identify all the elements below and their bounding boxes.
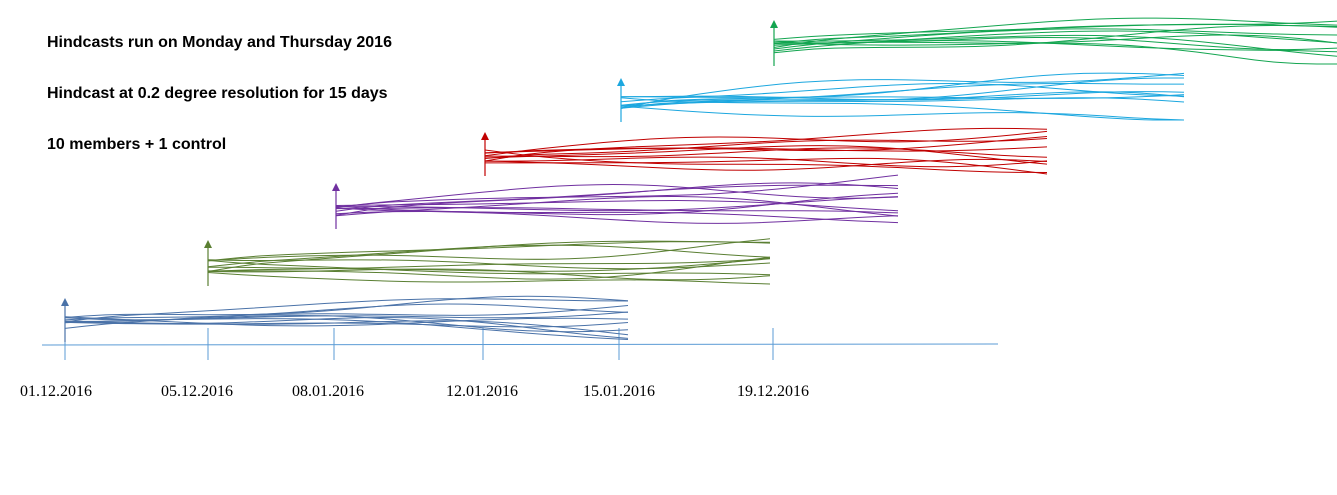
forecast-run — [204, 238, 771, 286]
ensemble-member-line — [335, 184, 899, 208]
timeline-axis — [41, 343, 999, 346]
forecast-run — [481, 127, 1048, 176]
ensemble-member-line — [773, 28, 1337, 50]
ensemble-member-line — [64, 303, 629, 321]
ensemble-member-line — [207, 259, 771, 270]
arrow-head-icon — [481, 132, 489, 140]
ensemble-member-line — [774, 40, 1337, 53]
ensemble-member-line — [620, 97, 1185, 107]
forecast-run — [61, 295, 629, 342]
ensemble-member-line — [484, 136, 1048, 154]
ensemble-member-line — [620, 82, 1184, 109]
ensemble-member-line — [64, 317, 629, 340]
ensemble-member-line — [207, 268, 771, 281]
ensemble-member-line — [336, 207, 899, 214]
ensemble-member-line — [484, 130, 1048, 157]
ensemble-member-line — [484, 147, 1048, 158]
ensemble-member-line — [773, 40, 1337, 65]
ensemble-member-line — [773, 23, 1337, 40]
forecast-run — [770, 17, 1337, 66]
ensemble-member-line — [335, 207, 899, 224]
ensemble-member-line — [207, 259, 771, 276]
arrow-head-icon — [332, 183, 340, 191]
ensemble-member-line — [335, 182, 899, 216]
note-resolution: Hindcast at 0.2 degree resolution for 15… — [47, 85, 388, 102]
arrow-head-icon — [61, 298, 69, 306]
ensemble-member-line — [64, 316, 629, 339]
ensemble-member-line — [484, 157, 1048, 175]
ensemble-member-line — [484, 149, 1048, 173]
ensemble-member-line — [484, 156, 1048, 168]
arrow-head-icon — [617, 78, 625, 86]
forecast-run — [332, 174, 899, 229]
ensemble-member-line — [64, 314, 629, 333]
ensemble-member-line — [620, 72, 1185, 107]
ensemble-member-line — [620, 91, 1185, 101]
ensemble-member-line — [335, 196, 899, 212]
forecast-run — [617, 72, 1185, 122]
ensemble-member-line — [620, 94, 1185, 99]
ensemble-member-line — [207, 241, 771, 262]
ensemble-member-line — [484, 145, 1048, 165]
timeline-date-label: 12.01.2016 — [446, 383, 518, 400]
ensemble-member-line — [64, 305, 629, 329]
note-members: 10 members + 1 control — [47, 136, 227, 153]
timeline-date-label: 01.12.2016 — [20, 383, 92, 400]
ensemble-member-line — [64, 320, 629, 336]
ensemble-member-line — [335, 174, 899, 208]
ensemble-member-line — [620, 105, 1185, 121]
timeline-date-label: 19.12.2016 — [737, 383, 809, 400]
ensemble-member-line — [208, 256, 771, 280]
ensemble-member-line — [207, 258, 771, 272]
timeline-date-label: 15.01.2016 — [583, 383, 655, 400]
ensemble-member-line — [207, 238, 771, 262]
ensemble-member-line — [773, 17, 1337, 48]
ensemble-member-line — [773, 34, 1337, 57]
ensemble-member-line — [335, 205, 899, 224]
note-run-schedule: Hindcasts run on Monday and Thursday 201… — [47, 34, 392, 51]
timeline-date-label: 08.01.2016 — [292, 383, 364, 400]
ensemble-member-line — [484, 127, 1048, 162]
arrow-head-icon — [770, 20, 778, 28]
arrow-head-icon — [204, 240, 212, 248]
ensemble-member-line — [620, 72, 1185, 109]
timeline-date-label: 05.12.2016 — [161, 383, 233, 400]
ensemble-member-line — [207, 272, 771, 285]
ensemble-member-line — [64, 295, 629, 318]
ensemble-member-line — [207, 257, 771, 272]
ensemble-member-line — [620, 97, 1184, 121]
